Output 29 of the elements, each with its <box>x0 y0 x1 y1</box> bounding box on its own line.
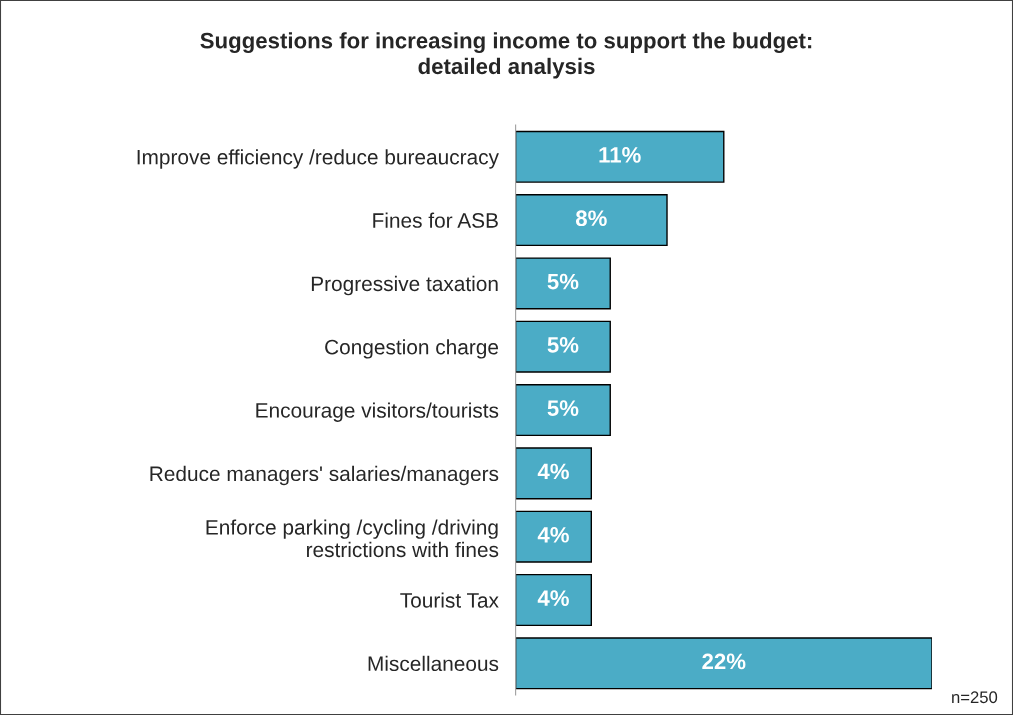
bar <box>515 573 593 627</box>
data-label: 5% <box>547 337 579 353</box>
text: n=250 <box>952 691 998 704</box>
y-tick-label: Miscellaneous <box>368 655 499 672</box>
data-label: 5% <box>547 273 579 290</box>
data-label: 4% <box>537 590 569 606</box>
bar <box>515 130 725 183</box>
y-tick-label: Reduce managers' salaries/managers <box>150 465 499 486</box>
y-tick-label: Congestion charge <box>325 339 499 359</box>
y-tick-label: Encourage visitors/tourists <box>256 402 499 422</box>
y-tick-label: Fines for ASB <box>373 212 498 228</box>
bar <box>515 447 593 500</box>
data-label: 4% <box>537 463 569 480</box>
y-tick-label: Enforce parking /cycling /driving restrictions with fines <box>206 519 499 558</box>
bar <box>515 510 593 563</box>
chart-title: Suggestions for increasing income to support the budget: detailed analysis <box>200 32 812 79</box>
data-label: 22% <box>702 653 746 670</box>
y-tick-label: Progressive taxation <box>311 275 498 296</box>
y-tick-label: Improve efficiency /reduce bureaucracy <box>137 149 499 169</box>
data-label: 8% <box>575 210 607 227</box>
bar <box>515 194 668 247</box>
bar <box>515 320 611 373</box>
data-label: 4% <box>537 526 569 543</box>
y-tick-label: Tourist Tax <box>400 592 499 608</box>
bar <box>515 384 611 437</box>
bar <box>515 257 611 310</box>
data-label: 5% <box>547 400 579 417</box>
data-label: 11% <box>599 147 641 163</box>
bar <box>515 637 932 690</box>
